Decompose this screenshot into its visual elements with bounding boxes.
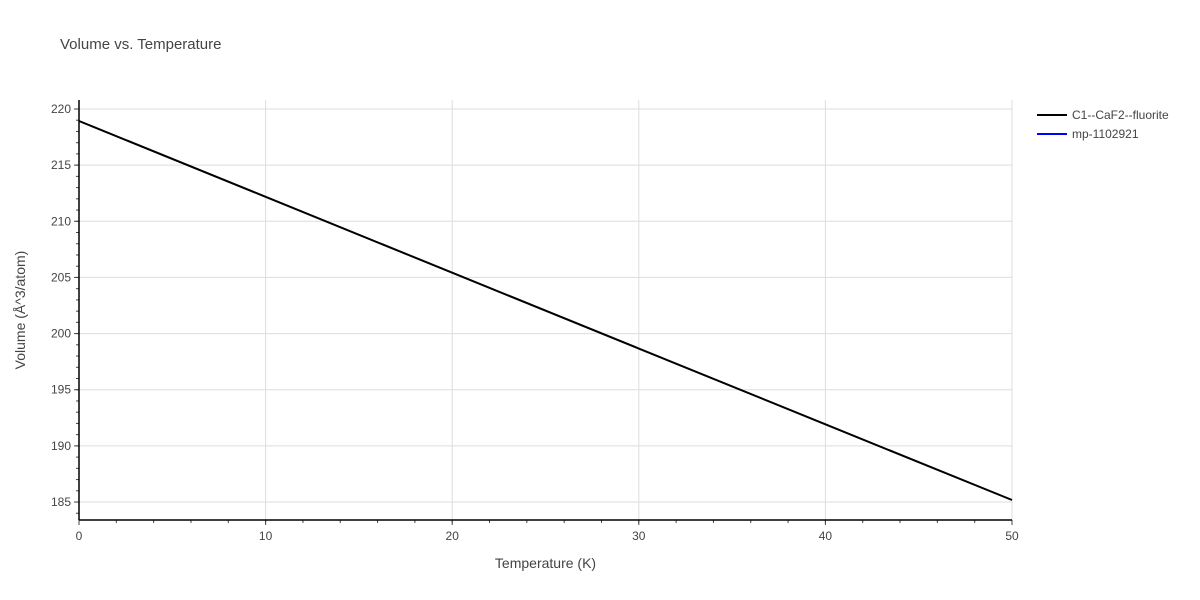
x-tick-label: 0 [76,529,83,543]
y-tick-label: 220 [51,102,71,116]
x-tick-label: 40 [819,529,833,543]
y-tick-label: 210 [51,214,71,228]
y-tick-label: 190 [51,439,71,453]
y-tick-label: 205 [51,270,71,284]
y-axis-label: Volume (Å^3/atom) [12,251,28,370]
x-axis-label: Temperature (K) [495,555,596,571]
x-tick-label: 20 [446,529,460,543]
series-line [78,120,1013,501]
x-tick-label: 10 [259,529,273,543]
y-tick-label: 185 [51,495,71,509]
chart-title: Volume vs. Temperature [60,36,222,53]
y-tick-label: 215 [51,158,71,172]
legend-label[interactable]: C1--CaF2--fluorite [1072,108,1169,122]
x-tick-label: 30 [632,529,646,543]
legend-label[interactable]: mp-1102921 [1072,127,1139,141]
x-tick-label: 50 [1005,529,1019,543]
y-tick-label: 200 [51,327,71,341]
y-tick-label: 195 [51,383,71,397]
